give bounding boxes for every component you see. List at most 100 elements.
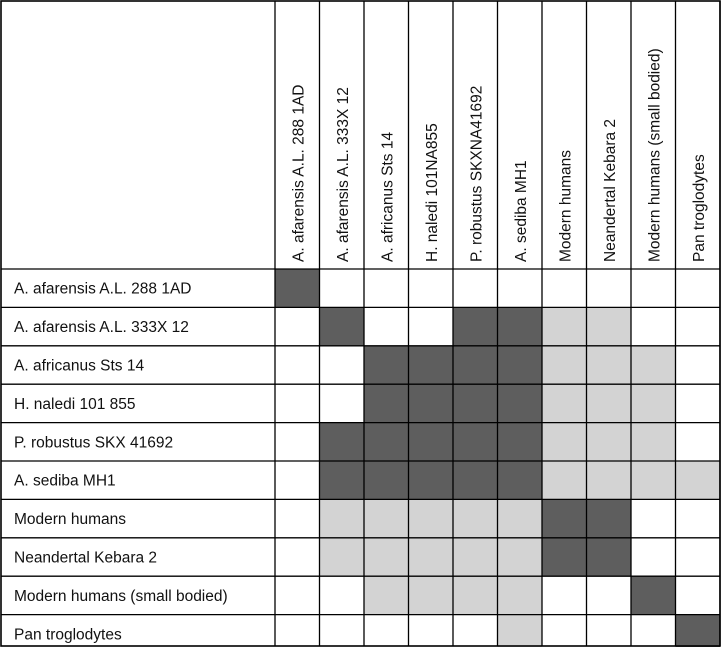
matrix-cell (275, 537, 320, 577)
matrix-cell (408, 614, 453, 647)
matrix-cell (675, 499, 720, 538)
matrix-cell (542, 461, 587, 500)
matrix-cell (586, 307, 631, 346)
matrix-cell (319, 422, 364, 461)
matrix-cell (408, 345, 453, 385)
row-label: H. naledi 101 855 (14, 396, 136, 413)
matrix-cell (497, 269, 542, 308)
matrix-cell (364, 461, 409, 500)
matrix-cell (453, 499, 498, 538)
matrix-cell (497, 345, 542, 385)
matrix-cell (364, 499, 409, 538)
matrix-cell (319, 537, 364, 577)
matrix-cell (542, 307, 587, 346)
matrix-cell (275, 345, 320, 385)
column-label: Neandertal Kebara 2 (602, 119, 619, 262)
matrix-cell (631, 422, 676, 461)
row-label: A. sediba MH1 (14, 473, 116, 490)
matrix-cell (408, 384, 453, 423)
row-label: P. robustus SKX 41692 (14, 434, 173, 451)
column-label: P. robustus SKXNA41692 (468, 86, 485, 262)
matrix-cell (319, 461, 364, 500)
matrix-cell (497, 461, 542, 500)
matrix-cell (453, 576, 498, 615)
row-label: Modern humans (small bodied) (14, 588, 228, 605)
matrix-cell (453, 269, 498, 308)
matrix-cell (453, 537, 498, 577)
row-label: A. afarensis A.L. 288 1AD (14, 281, 192, 298)
matrix-cell (631, 537, 676, 577)
matrix-cells (275, 269, 720, 647)
matrix-cell (631, 307, 676, 346)
matrix-cell (275, 307, 320, 346)
matrix-cell (408, 307, 453, 346)
matrix-cell (275, 614, 320, 647)
matrix-cell (364, 269, 409, 308)
matrix-cell (364, 384, 409, 423)
matrix-cell (453, 422, 498, 461)
matrix-cell (319, 614, 364, 647)
matrix-cell (364, 422, 409, 461)
matrix-cell (631, 461, 676, 500)
matrix-cell (586, 269, 631, 308)
matrix-cell (586, 537, 631, 577)
matrix-cell (497, 614, 542, 647)
column-label: A. sediba MH1 (513, 160, 530, 262)
matrix-cell (497, 307, 542, 346)
matrix-cell (319, 384, 364, 423)
row-label: A. africanus Sts 14 (14, 358, 144, 375)
matrix-cell (275, 269, 320, 308)
matrix-cell (675, 307, 720, 346)
column-label: Modern humans (small bodied) (646, 48, 663, 262)
matrix-cell (364, 614, 409, 647)
row-label: Neandertal Kebara 2 (14, 550, 157, 567)
matrix-cell (497, 499, 542, 538)
matrix-cell (542, 499, 587, 538)
matrix-cell (275, 461, 320, 500)
matrix-cell (275, 384, 320, 423)
matrix-cell (631, 614, 676, 647)
matrix-cell (319, 307, 364, 346)
matrix-cell (408, 576, 453, 615)
matrix-cell (453, 384, 498, 423)
matrix-cell (364, 307, 409, 346)
matrix-cell (631, 384, 676, 423)
matrix-cell (364, 537, 409, 577)
matrix-cell (631, 576, 676, 615)
column-label: Modern humans (557, 150, 574, 262)
matrix-cell (675, 576, 720, 615)
matrix-cell (275, 576, 320, 615)
matrix-cell (497, 537, 542, 577)
row-label: Pan troglodytes (14, 626, 122, 643)
matrix-cell (453, 614, 498, 647)
matrix-cell (542, 576, 587, 615)
matrix-cell (542, 614, 587, 647)
column-label: Pan troglodytes (691, 154, 708, 262)
matrix-cell (675, 422, 720, 461)
matrix-cell (319, 345, 364, 385)
matrix-cell (453, 307, 498, 346)
matrix-cell (497, 384, 542, 423)
matrix-cell (497, 422, 542, 461)
matrix-cell (586, 614, 631, 647)
row-label: A. afarensis A.L. 333X 12 (14, 319, 189, 336)
matrix-cell (631, 499, 676, 538)
column-labels: A. afarensis A.L. 288 1AD A. afarensis A.… (290, 48, 708, 262)
matrix-cell (408, 461, 453, 500)
row-label: Modern humans (14, 511, 126, 528)
matrix-cell (586, 345, 631, 385)
matrix-cell (275, 499, 320, 538)
matrix-cell (319, 269, 364, 308)
matrix-cell (408, 537, 453, 577)
column-label: H. naledi 101NA855 (424, 123, 441, 262)
matrix-cell (497, 576, 542, 615)
matrix-cell (542, 537, 587, 577)
column-label: A. africanus Sts 14 (379, 132, 396, 262)
column-label: A. afarensis A.L. 333X 12 (335, 87, 352, 262)
matrix-cell (586, 422, 631, 461)
matrix-cell (631, 269, 676, 308)
matrix-cell (675, 537, 720, 577)
